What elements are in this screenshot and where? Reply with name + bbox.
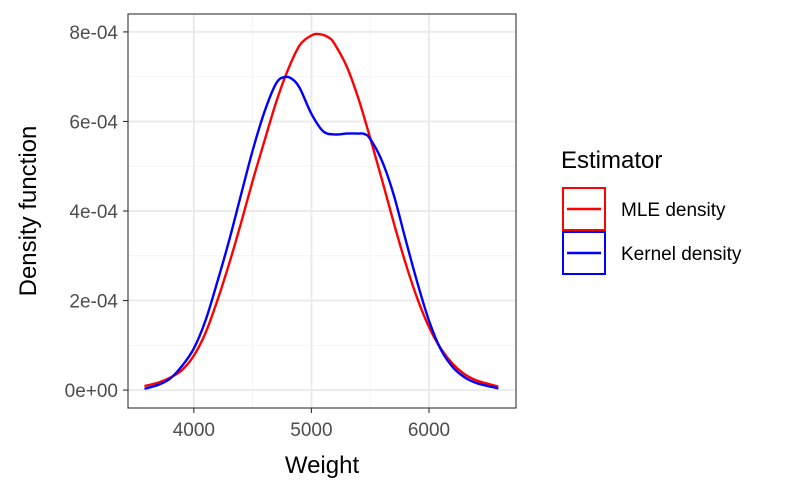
y-tick-label: 0e+00 [65, 381, 118, 402]
y-tick-label: 2e-04 [69, 292, 118, 313]
y-axis-title: Density function [15, 126, 42, 297]
grid [128, 14, 516, 408]
y-tick-label: 8e-04 [69, 23, 118, 44]
legend-key-box-mle-density [562, 187, 606, 231]
legend: Estimator MLE density Kernel density [561, 147, 742, 275]
x-tick-label: 6000 [408, 420, 450, 441]
legend-label-mle-density: MLE density [621, 200, 726, 221]
x-tick-label: 4000 [173, 420, 215, 441]
y-tick-label: 4e-04 [69, 202, 118, 223]
series-layer [144, 32, 499, 390]
y-tick-label: 6e-04 [69, 112, 118, 133]
legend-items: MLE density Kernel density [562, 187, 742, 275]
axes: 4000 5000 6000 0e+00 2e-04 4e-04 6e-04 8e-04 [65, 23, 451, 441]
series-line-kernel-density [144, 75, 499, 390]
x-axis-title: Weight [285, 452, 360, 479]
legend-title: Estimator [561, 147, 662, 174]
x-tick-label: 5000 [290, 420, 332, 441]
legend-key-box-kernel-density [562, 231, 606, 275]
legend-label-kernel-density: Kernel density [621, 244, 742, 265]
